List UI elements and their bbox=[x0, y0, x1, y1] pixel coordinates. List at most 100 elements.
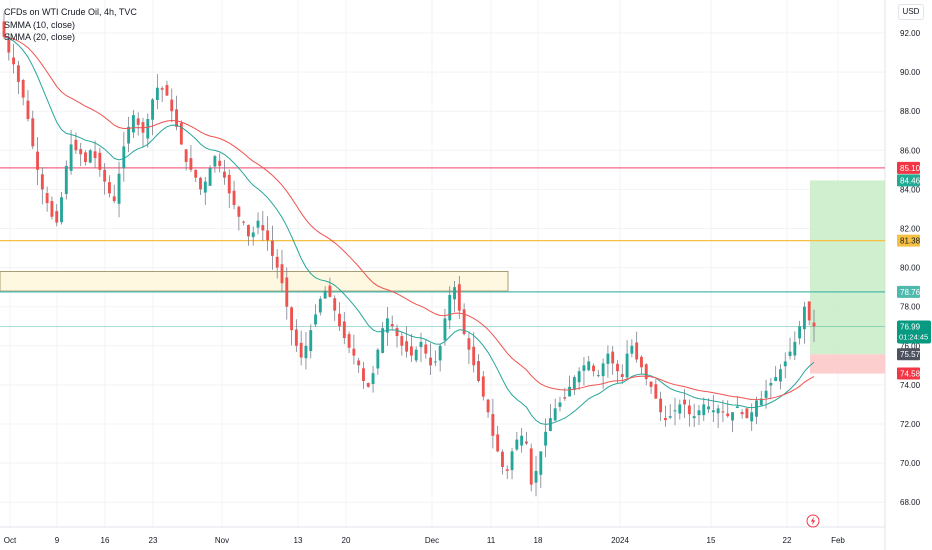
candle[interactable] bbox=[788, 351, 792, 356]
candle[interactable] bbox=[390, 323, 394, 327]
candle[interactable] bbox=[203, 181, 207, 193]
candle[interactable] bbox=[419, 341, 423, 348]
supply-zone-box[interactable] bbox=[0, 271, 509, 292]
candle[interactable] bbox=[36, 151, 39, 170]
currency-button[interactable]: USD bbox=[898, 4, 924, 20]
candle[interactable] bbox=[764, 390, 768, 398]
candle[interactable] bbox=[223, 171, 226, 178]
candle[interactable] bbox=[175, 109, 178, 127]
candle[interactable] bbox=[524, 441, 528, 444]
candle[interactable] bbox=[251, 232, 255, 238]
candle[interactable] bbox=[769, 382, 773, 386]
candle[interactable] bbox=[673, 410, 677, 412]
candle[interactable] bbox=[199, 177, 202, 190]
candle[interactable] bbox=[362, 368, 365, 381]
candle[interactable] bbox=[793, 341, 797, 356]
candle[interactable] bbox=[155, 87, 159, 100]
candle[interactable] bbox=[160, 88, 164, 90]
stop-zone[interactable] bbox=[810, 354, 885, 374]
candle[interactable] bbox=[616, 363, 619, 372]
candle[interactable] bbox=[611, 351, 615, 364]
candle[interactable] bbox=[400, 336, 404, 346]
candle[interactable] bbox=[290, 307, 294, 331]
candle[interactable] bbox=[779, 369, 782, 382]
candle[interactable] bbox=[385, 318, 389, 333]
candle[interactable] bbox=[146, 119, 150, 139]
candle[interactable] bbox=[338, 313, 341, 327]
candle[interactable] bbox=[103, 169, 107, 182]
candle[interactable] bbox=[433, 361, 437, 363]
candle[interactable] bbox=[625, 353, 629, 378]
candle[interactable] bbox=[50, 201, 54, 217]
candle[interactable] bbox=[16, 65, 20, 82]
candle[interactable] bbox=[663, 417, 667, 421]
candle[interactable] bbox=[697, 410, 701, 416]
candle[interactable] bbox=[467, 338, 471, 350]
candle[interactable] bbox=[165, 85, 169, 96]
candle[interactable] bbox=[357, 360, 361, 366]
candle[interactable] bbox=[136, 118, 140, 125]
candle[interactable] bbox=[409, 346, 413, 356]
candle[interactable] bbox=[194, 169, 198, 178]
target-zone[interactable] bbox=[810, 180, 885, 355]
candle[interactable] bbox=[472, 346, 476, 366]
candle[interactable] bbox=[539, 451, 543, 475]
candle[interactable] bbox=[548, 418, 552, 431]
candle[interactable] bbox=[601, 363, 605, 377]
candle[interactable] bbox=[304, 345, 308, 359]
candle[interactable] bbox=[721, 411, 725, 413]
candle[interactable] bbox=[381, 328, 385, 353]
candle[interactable] bbox=[256, 220, 260, 228]
candle[interactable] bbox=[702, 404, 706, 416]
candle[interactable] bbox=[544, 431, 548, 446]
candle[interactable] bbox=[711, 410, 715, 413]
candle[interactable] bbox=[481, 376, 485, 397]
candle[interactable] bbox=[26, 100, 30, 120]
candle[interactable] bbox=[424, 344, 428, 354]
candle[interactable] bbox=[242, 221, 246, 223]
candle[interactable] bbox=[55, 211, 59, 223]
candle[interactable] bbox=[98, 152, 102, 170]
candle[interactable] bbox=[510, 451, 514, 471]
candle[interactable] bbox=[572, 377, 576, 390]
candle[interactable] bbox=[448, 294, 452, 321]
candle[interactable] bbox=[654, 384, 658, 399]
candle[interactable] bbox=[587, 361, 591, 371]
candle[interactable] bbox=[112, 196, 116, 202]
candle[interactable] bbox=[716, 408, 720, 414]
candle[interactable] bbox=[318, 298, 322, 313]
candle[interactable] bbox=[529, 448, 533, 485]
candle[interactable] bbox=[755, 400, 758, 417]
candle[interactable] bbox=[783, 361, 787, 367]
candle[interactable] bbox=[592, 365, 595, 372]
candle[interactable] bbox=[208, 167, 212, 186]
candle[interactable] bbox=[309, 330, 313, 352]
candle[interactable] bbox=[184, 149, 188, 163]
candle[interactable] bbox=[79, 149, 83, 155]
candle[interactable] bbox=[333, 298, 337, 311]
candle[interactable] bbox=[189, 158, 193, 170]
candle[interactable] bbox=[371, 373, 375, 385]
candle[interactable] bbox=[376, 349, 380, 369]
candle[interactable] bbox=[582, 365, 586, 371]
candle[interactable] bbox=[515, 439, 519, 450]
candle[interactable] bbox=[630, 345, 634, 354]
candle[interactable] bbox=[649, 381, 653, 387]
candle[interactable] bbox=[707, 406, 710, 410]
candle[interactable] bbox=[558, 402, 562, 407]
candle[interactable] bbox=[635, 342, 639, 360]
candle[interactable] bbox=[774, 377, 778, 382]
candle[interactable] bbox=[692, 416, 696, 419]
candle[interactable] bbox=[596, 375, 600, 377]
candle[interactable] bbox=[812, 322, 816, 327]
lightning-icon[interactable] bbox=[806, 514, 820, 528]
candle[interactable] bbox=[505, 469, 509, 471]
candle[interactable] bbox=[294, 329, 298, 346]
candle[interactable] bbox=[45, 193, 49, 204]
candle[interactable] bbox=[108, 182, 111, 194]
candle[interactable] bbox=[213, 156, 217, 167]
candle[interactable] bbox=[491, 414, 495, 436]
candle[interactable] bbox=[31, 118, 35, 147]
candle[interactable] bbox=[568, 386, 571, 397]
